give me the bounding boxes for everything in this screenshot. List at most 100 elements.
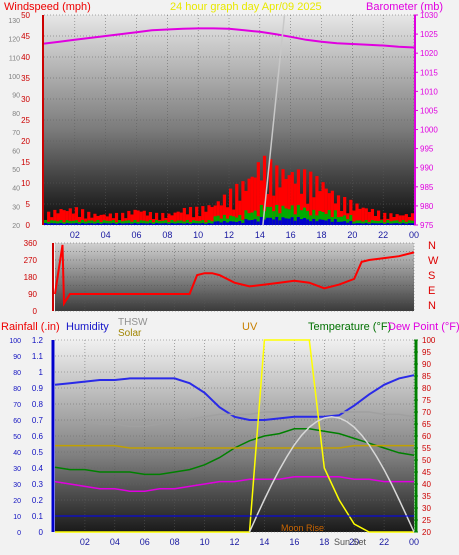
avg-bar — [259, 216, 264, 225]
wind-bar — [278, 187, 282, 225]
gust-bar — [364, 219, 368, 225]
gust-bar — [121, 221, 125, 225]
gust-bar — [296, 205, 301, 225]
y-tick-label: 180 — [24, 273, 38, 282]
wind-bar — [324, 188, 328, 225]
wind-bar — [244, 190, 248, 225]
wind-bar — [256, 162, 260, 225]
avg-bar — [170, 222, 174, 225]
wind-bar — [364, 208, 368, 225]
avg-bar — [358, 223, 362, 225]
x-tick-label: 00 — [409, 537, 419, 547]
avg-bar — [111, 223, 116, 225]
avg-bar — [198, 223, 202, 225]
avg-bar — [87, 223, 91, 225]
wind-bar — [121, 212, 125, 225]
gust-bar — [244, 210, 248, 225]
y-tick-label-right: 50 — [422, 456, 431, 465]
gust-bar — [56, 221, 60, 225]
wind-bar — [204, 211, 208, 225]
wind-bar — [367, 211, 371, 225]
avg-bar — [336, 221, 341, 225]
gust-bar — [148, 220, 153, 225]
wind-bar — [222, 194, 227, 225]
avg-bar — [327, 219, 331, 225]
y-tick-label: 25 — [21, 116, 30, 125]
y-tick-label: 5 — [26, 200, 31, 209]
gust-bar — [173, 221, 177, 225]
avg-bar — [164, 223, 168, 225]
wind-bar — [195, 206, 199, 225]
avg-bar — [229, 221, 233, 225]
y-tick-label: 45 — [21, 32, 30, 41]
series-line-thsw — [55, 411, 415, 428]
avg-bar — [266, 217, 270, 225]
wind-bar — [47, 211, 51, 225]
y-tick-label-rain: 10 — [13, 514, 21, 521]
x-tick-label: 08 — [162, 230, 172, 240]
gust-bar — [377, 221, 381, 225]
avg-bar — [216, 221, 220, 225]
gust-bar — [87, 220, 91, 225]
gust-bar — [182, 221, 186, 225]
avg-bar — [136, 223, 140, 225]
compass-label: N — [428, 240, 436, 252]
wind-bar — [358, 208, 362, 225]
y-tick-label-right: 975 — [420, 221, 434, 230]
rainfall-title: Rainfall (.in) — [1, 321, 60, 333]
y-tick-label-alt: 60 — [12, 148, 20, 155]
gust-bar — [47, 221, 51, 225]
wind-bar — [133, 209, 137, 225]
y-tick-label-rain: 70 — [13, 402, 21, 409]
y-tick-label: 0.4 — [32, 464, 44, 473]
y-tick-label: 1.2 — [32, 336, 44, 345]
x-tick-label: 20 — [347, 230, 357, 240]
wind-bar — [395, 214, 399, 225]
avg-bar — [121, 223, 125, 225]
gust-bar — [65, 220, 69, 225]
avg-bar — [102, 223, 106, 225]
avg-bar — [352, 223, 356, 225]
y-tick-label-right: 995 — [420, 145, 434, 154]
avg-bar — [81, 222, 85, 225]
y-tick-label-alt: 80 — [12, 111, 20, 118]
wind-bar — [145, 215, 149, 225]
y-tick-label: 0.6 — [32, 432, 44, 441]
avg-bar — [207, 223, 211, 225]
avg-bar — [65, 223, 69, 225]
wind-bar — [389, 213, 393, 225]
wind-bar — [87, 211, 91, 225]
avg-bar — [155, 223, 159, 225]
wind-bar — [81, 209, 85, 225]
x-tick-label: 00 — [409, 230, 419, 240]
y-tick-label-right: 30 — [422, 504, 431, 513]
y-tick-label-right: 1020 — [420, 49, 438, 58]
wind-bar — [352, 210, 356, 225]
wind-bar — [182, 207, 186, 225]
y-tick-label-right: 100 — [422, 336, 436, 345]
avg-bar — [124, 223, 128, 225]
avg-bar — [278, 220, 282, 225]
wind-bar — [309, 171, 313, 225]
avg-bar — [158, 223, 162, 225]
avg-bar — [47, 223, 51, 225]
wind-bar — [355, 203, 359, 225]
y-tick-label-rain: 20 — [13, 498, 21, 505]
wind-bar — [238, 200, 242, 225]
gust-bar — [136, 221, 140, 225]
wind-bar — [410, 213, 415, 225]
avg-bar — [244, 219, 248, 225]
gust-bar — [247, 213, 251, 225]
gust-bar — [275, 204, 279, 225]
avg-bar — [68, 223, 72, 225]
y-tick-label-rain: 80 — [13, 370, 21, 377]
wind-bar — [235, 183, 239, 225]
y-tick-label: 10 — [21, 179, 30, 188]
x-tick-label: 04 — [110, 537, 120, 547]
wind-bar — [130, 214, 134, 225]
avg-bar — [290, 217, 294, 225]
avg-bar — [262, 219, 267, 225]
gust-bar — [281, 205, 285, 225]
windspeed-title: Windspeed (mph) — [4, 1, 91, 13]
wind-bar — [207, 205, 211, 225]
